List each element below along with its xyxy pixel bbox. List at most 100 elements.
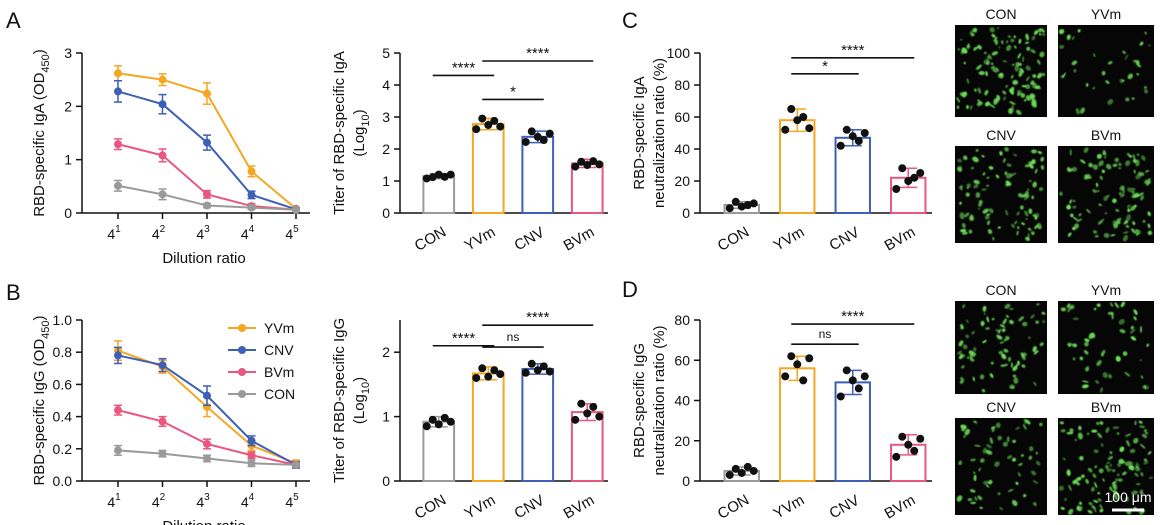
cell bbox=[1131, 97, 1135, 100]
cell bbox=[1134, 420, 1137, 426]
cell bbox=[1136, 73, 1140, 76]
cell bbox=[1084, 338, 1090, 343]
cell bbox=[1013, 35, 1017, 39]
cell bbox=[1135, 229, 1139, 232]
cell bbox=[1143, 461, 1149, 465]
data-point bbox=[725, 470, 734, 479]
cell bbox=[1004, 338, 1007, 341]
cell bbox=[1129, 448, 1136, 454]
cell bbox=[1132, 221, 1136, 226]
cell bbox=[1038, 187, 1044, 192]
cell bbox=[1033, 29, 1038, 36]
cell bbox=[1035, 460, 1041, 466]
cell bbox=[1092, 473, 1097, 478]
cell bbox=[1130, 205, 1137, 211]
cell bbox=[1114, 302, 1120, 309]
cell bbox=[1017, 89, 1023, 96]
cell bbox=[1136, 483, 1141, 485]
cell bbox=[1039, 422, 1043, 427]
cell bbox=[1112, 426, 1120, 429]
cell bbox=[973, 420, 976, 423]
y-tick-label: 2 bbox=[382, 141, 390, 157]
cell bbox=[985, 71, 988, 77]
cell bbox=[1125, 97, 1130, 102]
data-point bbox=[743, 462, 752, 471]
data-point-cnv bbox=[247, 436, 256, 445]
y-axis-label-part: (Log bbox=[351, 127, 368, 157]
cell bbox=[966, 186, 970, 189]
data-point-con bbox=[292, 460, 300, 469]
cell bbox=[1023, 99, 1027, 102]
cell bbox=[963, 155, 968, 161]
cell bbox=[1119, 446, 1125, 453]
x-tick-label: 45 bbox=[285, 492, 299, 510]
cell bbox=[972, 376, 975, 382]
cell bbox=[977, 44, 982, 50]
cell bbox=[1005, 40, 1009, 44]
x-tick-label: CNV bbox=[512, 224, 548, 255]
cell bbox=[1008, 88, 1014, 92]
x-tick-label: CNV bbox=[512, 492, 548, 523]
y-axis-label-part: 450 bbox=[40, 320, 52, 338]
cell bbox=[1079, 455, 1084, 461]
cell bbox=[964, 428, 971, 436]
cell bbox=[1041, 311, 1046, 315]
cell bbox=[1094, 481, 1098, 489]
cell bbox=[1015, 109, 1022, 115]
cell bbox=[1088, 162, 1093, 168]
cell bbox=[985, 327, 990, 330]
data-point bbox=[434, 170, 443, 179]
cell bbox=[956, 105, 960, 109]
cell bbox=[1095, 380, 1099, 384]
cell bbox=[1147, 230, 1153, 236]
x-tick-exp: 5 bbox=[293, 492, 299, 503]
cell bbox=[1145, 170, 1150, 173]
cell bbox=[1122, 351, 1128, 356]
cell bbox=[1086, 208, 1091, 214]
y-tick-label: 1 bbox=[382, 173, 390, 189]
cell bbox=[1144, 31, 1147, 35]
data-point bbox=[725, 204, 734, 213]
cell bbox=[1112, 489, 1116, 494]
cell bbox=[1077, 432, 1083, 440]
legend-marker bbox=[238, 346, 246, 354]
cell bbox=[1078, 425, 1082, 431]
cell bbox=[977, 495, 983, 501]
micrograph-d-con: CON bbox=[955, 282, 1047, 394]
bar-chart-d: 0 20 40 60 80 RBD-specific IgG neutralization … bbox=[631, 308, 932, 523]
cell bbox=[1108, 374, 1113, 379]
data-point bbox=[484, 372, 493, 381]
cell bbox=[1094, 235, 1099, 238]
cell bbox=[1124, 220, 1129, 224]
cell bbox=[1066, 472, 1069, 475]
cell bbox=[1002, 441, 1008, 447]
cell bbox=[1024, 419, 1031, 425]
cell bbox=[1133, 316, 1137, 321]
x-tick-base: 4 bbox=[107, 226, 115, 242]
cell bbox=[1139, 443, 1146, 449]
cell bbox=[1130, 336, 1137, 341]
cell bbox=[1010, 362, 1013, 369]
data-point-bvm bbox=[203, 439, 211, 448]
cell bbox=[987, 54, 993, 60]
cell bbox=[1032, 346, 1037, 353]
cell bbox=[986, 55, 990, 60]
data-point bbox=[539, 136, 548, 145]
cell bbox=[1102, 218, 1105, 221]
cell bbox=[977, 87, 982, 94]
cell bbox=[978, 70, 985, 76]
significance-label: ns bbox=[507, 330, 520, 344]
cell bbox=[959, 380, 964, 384]
data-point-yvm bbox=[203, 89, 211, 98]
y-axis-label-line2: (Log10) bbox=[351, 109, 372, 156]
cell bbox=[959, 38, 963, 41]
data-point bbox=[743, 201, 752, 209]
x-tick-label: YVm bbox=[462, 224, 499, 255]
cell bbox=[1111, 469, 1116, 473]
micrograph-title: CNV bbox=[986, 127, 1016, 143]
data-point bbox=[571, 162, 580, 171]
data-point bbox=[793, 116, 802, 125]
cell bbox=[1116, 432, 1120, 435]
